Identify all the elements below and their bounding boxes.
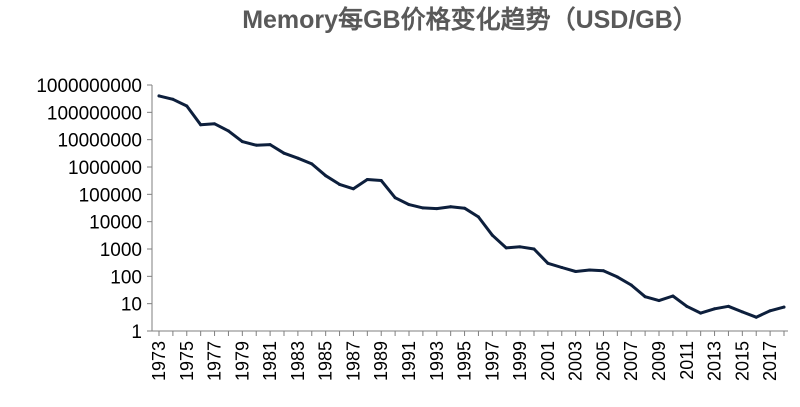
x-tick-label: 1987 xyxy=(343,341,363,381)
data-point xyxy=(476,215,480,219)
data-point xyxy=(726,304,730,308)
data-point xyxy=(351,187,355,191)
x-tick-label: 2001 xyxy=(538,341,558,381)
data-point xyxy=(782,305,786,309)
data-point xyxy=(643,295,647,299)
y-tick-label: 100 xyxy=(110,267,142,288)
data-point xyxy=(254,143,258,147)
y-axis: 1 10 100 1000 10000 100000 1000000 10000000 1000… xyxy=(36,76,153,343)
y-tick-label: 10 xyxy=(121,295,142,316)
data-point xyxy=(629,283,633,287)
x-tick-label: 1975 xyxy=(177,341,197,381)
x-tick-label: 2009 xyxy=(649,341,669,381)
data-point xyxy=(240,140,244,144)
data-point xyxy=(574,270,578,274)
x-tick-label: 2013 xyxy=(705,341,725,381)
data-point xyxy=(504,246,508,250)
data-point xyxy=(615,275,619,279)
data-point xyxy=(657,299,661,303)
y-tick-label: 10000 xyxy=(89,213,142,234)
y-tick-label: 100000 xyxy=(79,185,142,206)
data-point xyxy=(713,307,717,311)
x-tick-label: 1993 xyxy=(427,341,447,381)
data-point xyxy=(171,97,175,101)
x-tick-label: 1985 xyxy=(316,341,336,381)
series-layer xyxy=(157,94,786,319)
series-line xyxy=(157,94,786,319)
data-point xyxy=(379,179,383,183)
x-tick-label: 1983 xyxy=(288,341,308,381)
data-point xyxy=(601,269,605,273)
data-point xyxy=(754,315,758,319)
data-point xyxy=(338,182,342,186)
y-tick-label: 1000 xyxy=(100,240,142,261)
data-point xyxy=(157,94,161,98)
y-tick-label: 1000000 xyxy=(68,158,142,179)
data-point xyxy=(226,129,230,133)
data-point xyxy=(588,268,592,272)
y-tick-label: 100000000 xyxy=(47,103,142,124)
data-point xyxy=(768,309,772,313)
y-tick-label: 1 xyxy=(131,322,142,343)
data-point xyxy=(365,177,369,181)
chart-title: Memory每GB价格变化趋势（USD/GB） xyxy=(242,6,698,34)
x-tick-label: 1973 xyxy=(149,341,169,381)
data-point xyxy=(532,247,536,251)
data-point xyxy=(268,143,272,147)
data-point xyxy=(518,245,522,249)
y-tick-label: 10000000 xyxy=(57,131,142,152)
data-point xyxy=(310,162,314,166)
data-point xyxy=(560,266,564,270)
x-tick-label: 1981 xyxy=(260,341,280,381)
data-point xyxy=(490,233,494,237)
data-point xyxy=(199,123,203,127)
x-tick-label: 1979 xyxy=(232,341,252,381)
data-point xyxy=(740,310,744,314)
data-point xyxy=(407,203,411,207)
x-tick-label: 1995 xyxy=(455,341,475,381)
x-tick-label: 2005 xyxy=(593,341,613,381)
x-tick-label: 2011 xyxy=(677,341,697,380)
data-point xyxy=(324,174,328,178)
data-point xyxy=(685,304,689,308)
data-point xyxy=(421,206,425,210)
data-point xyxy=(435,207,439,211)
x-tick-label: 1999 xyxy=(510,341,530,381)
data-point xyxy=(671,294,675,298)
x-axis: 1973 1975 1977 1979 1981 1983 1985 1987 1989 1991… xyxy=(149,330,788,381)
data-point xyxy=(699,311,703,315)
data-point xyxy=(185,104,189,108)
x-tick-label: 2003 xyxy=(566,341,586,381)
x-tick-label: 1977 xyxy=(205,341,225,381)
data-point xyxy=(546,261,550,265)
data-point xyxy=(449,205,453,209)
x-tick-label: 1997 xyxy=(482,341,502,381)
data-point xyxy=(213,122,217,126)
data-point xyxy=(393,196,397,200)
x-tick-label: 1989 xyxy=(371,341,391,381)
x-tick-label: 1991 xyxy=(399,341,419,381)
x-tick-label: 2015 xyxy=(732,341,752,381)
data-point xyxy=(463,206,467,210)
y-tick-label: 1000000000 xyxy=(36,76,142,97)
x-tick-label: 2007 xyxy=(621,341,641,381)
data-point xyxy=(296,156,300,160)
x-tick-label: 2017 xyxy=(760,341,780,381)
data-point xyxy=(282,151,286,155)
